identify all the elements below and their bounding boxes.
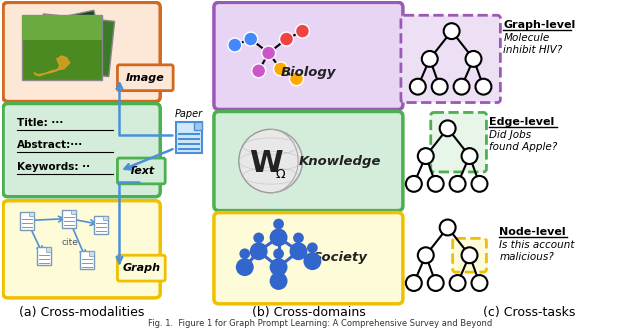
Circle shape (228, 38, 242, 52)
Polygon shape (176, 123, 202, 153)
Polygon shape (61, 209, 76, 228)
Text: Node-level: Node-level (499, 227, 566, 237)
Text: Molecule
inhibit HIV?: Molecule inhibit HIV? (503, 33, 563, 55)
Text: Ω: Ω (276, 168, 285, 181)
FancyBboxPatch shape (452, 238, 486, 272)
Text: Fig. 1.  Figure 1 for Graph Prompt Learning: A Comprehensive Survey and Beyond: Fig. 1. Figure 1 for Graph Prompt Learni… (148, 319, 492, 328)
Bar (22, 15, 102, 80)
Circle shape (461, 247, 477, 263)
FancyBboxPatch shape (401, 15, 500, 103)
Circle shape (450, 176, 465, 192)
Circle shape (428, 275, 444, 291)
Circle shape (262, 46, 276, 60)
Circle shape (440, 219, 456, 235)
Circle shape (472, 275, 488, 291)
FancyBboxPatch shape (3, 2, 160, 102)
Text: (a) Cross-modalities: (a) Cross-modalities (19, 306, 145, 319)
Circle shape (236, 258, 253, 276)
Circle shape (244, 32, 258, 46)
FancyBboxPatch shape (214, 212, 403, 304)
Circle shape (296, 24, 309, 38)
Circle shape (239, 248, 250, 259)
Circle shape (293, 232, 304, 243)
Text: Is this account
malicious?: Is this account malicious? (499, 240, 575, 262)
Text: Graph: Graph (122, 263, 160, 273)
Polygon shape (34, 56, 70, 76)
Circle shape (410, 79, 426, 95)
Circle shape (450, 275, 465, 291)
Text: Society: Society (313, 251, 368, 264)
Circle shape (273, 62, 287, 76)
Circle shape (406, 275, 422, 291)
Text: Abstract:···: Abstract:··· (17, 140, 83, 150)
FancyBboxPatch shape (118, 255, 165, 281)
FancyBboxPatch shape (3, 201, 160, 298)
Polygon shape (93, 215, 108, 234)
Circle shape (454, 79, 470, 95)
FancyBboxPatch shape (118, 65, 173, 91)
Text: Text: Text (128, 166, 154, 176)
Circle shape (406, 176, 422, 192)
Polygon shape (71, 209, 76, 214)
Circle shape (418, 247, 434, 263)
Polygon shape (46, 247, 51, 252)
Bar (38, 14, 115, 77)
Text: Keywords: ··: Keywords: ·· (17, 162, 90, 172)
Text: Edge-level: Edge-level (490, 118, 555, 127)
Circle shape (432, 79, 447, 95)
Circle shape (273, 248, 284, 259)
Text: cite: cite (61, 238, 78, 247)
Text: Knowledge: Knowledge (299, 154, 381, 168)
Circle shape (273, 219, 284, 229)
Polygon shape (102, 215, 108, 220)
Polygon shape (194, 123, 202, 130)
FancyBboxPatch shape (214, 2, 403, 110)
Text: Image: Image (126, 73, 164, 83)
Circle shape (269, 228, 287, 246)
FancyBboxPatch shape (3, 104, 160, 197)
Circle shape (418, 148, 434, 164)
Circle shape (289, 72, 303, 86)
Bar (24, 10, 106, 79)
Polygon shape (20, 211, 34, 230)
Text: (c) Cross-tasks: (c) Cross-tasks (483, 306, 575, 319)
Text: Title: ···: Title: ··· (17, 119, 63, 128)
Text: Biology: Biology (281, 66, 336, 79)
Circle shape (465, 51, 481, 67)
Circle shape (273, 262, 284, 273)
Circle shape (269, 272, 287, 290)
Circle shape (461, 148, 477, 164)
FancyBboxPatch shape (118, 158, 165, 184)
Circle shape (428, 176, 444, 192)
Polygon shape (89, 251, 93, 256)
Circle shape (253, 232, 264, 243)
Circle shape (422, 51, 438, 67)
FancyBboxPatch shape (431, 113, 486, 172)
Text: Graph-level: Graph-level (503, 20, 575, 30)
Circle shape (280, 32, 294, 46)
Circle shape (250, 242, 268, 260)
Circle shape (239, 129, 303, 193)
Polygon shape (79, 251, 93, 269)
FancyBboxPatch shape (214, 112, 403, 210)
Polygon shape (37, 247, 51, 265)
Circle shape (472, 176, 488, 192)
Bar (22, 15, 102, 40)
Circle shape (269, 258, 287, 276)
Circle shape (252, 64, 266, 78)
Text: Did Jobs
found Apple?: Did Jobs found Apple? (490, 130, 557, 152)
Text: W: W (249, 148, 282, 178)
Circle shape (289, 242, 307, 260)
Text: Paper: Paper (175, 109, 203, 120)
Circle shape (476, 79, 492, 95)
Circle shape (440, 121, 456, 136)
Circle shape (307, 242, 317, 253)
Text: (b) Cross-domains: (b) Cross-domains (252, 306, 365, 319)
Circle shape (303, 252, 321, 270)
Circle shape (444, 23, 460, 39)
Polygon shape (29, 211, 34, 216)
